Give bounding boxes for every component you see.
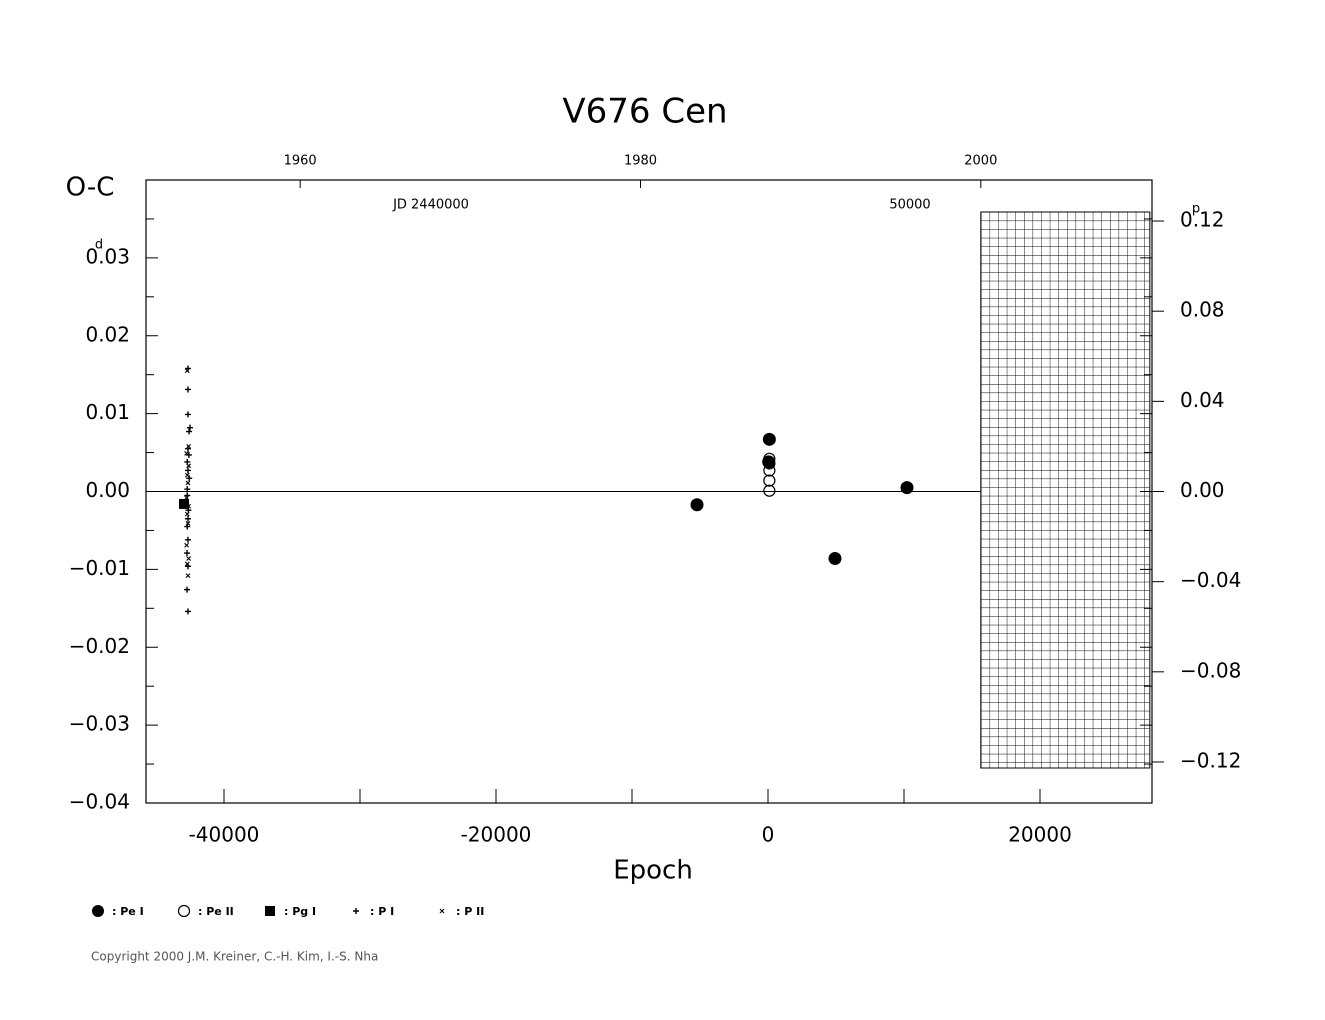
y-tick-label: 0.02	[85, 322, 130, 346]
top-tick-label: 1980	[624, 154, 657, 169]
point	[186, 556, 192, 561]
point	[186, 503, 192, 509]
point	[184, 608, 191, 615]
point	[186, 463, 192, 469]
top-tick-label: 2000	[964, 154, 997, 169]
point	[690, 498, 704, 512]
y-tick-label: −0.04	[69, 790, 130, 814]
legend-label: : P I	[370, 905, 394, 918]
y-tick-label: −0.03	[69, 712, 130, 736]
legend-label: : Pg I	[284, 905, 316, 918]
point	[184, 472, 190, 478]
y-tick-label: −0.02	[69, 634, 130, 658]
point	[184, 542, 189, 548]
jd-label: 50000	[889, 198, 930, 213]
point	[184, 386, 191, 393]
point	[900, 481, 914, 495]
point	[184, 511, 190, 517]
point	[184, 515, 191, 522]
y-tick-label: 0.01	[85, 400, 130, 424]
y2-tick-label: 0.08	[1180, 298, 1225, 322]
point	[184, 486, 191, 493]
x-tick-label: 0	[762, 823, 775, 847]
jd-label: JD 2440000	[392, 198, 469, 213]
x-tick-label: -40000	[189, 823, 260, 847]
y-axis-label: O-C	[66, 173, 115, 203]
point	[185, 573, 191, 578]
point	[184, 586, 191, 593]
point	[186, 443, 192, 449]
point	[186, 428, 193, 435]
point	[184, 368, 190, 374]
legend-label: : P II	[456, 905, 484, 918]
point	[186, 475, 193, 482]
point	[763, 452, 776, 465]
top-tick-label: 1960	[284, 154, 317, 169]
chart-title: V676 Cen	[562, 92, 727, 132]
y2-tick-label: −0.08	[1180, 658, 1241, 682]
y2-tick-label: 0.00	[1180, 478, 1225, 502]
legend-label: : Pe II	[198, 905, 234, 918]
point	[186, 424, 193, 431]
point	[185, 507, 192, 514]
point	[763, 484, 776, 497]
point	[762, 432, 776, 446]
point	[763, 474, 776, 487]
legend-marker	[353, 908, 359, 914]
y2-tick-label: 0.04	[1180, 388, 1225, 412]
point	[763, 464, 776, 477]
point	[828, 551, 842, 565]
x-axis-label: Epoch	[613, 856, 693, 886]
y2-tick-label: 0.12	[1180, 208, 1225, 232]
point	[179, 498, 190, 509]
copyright: Copyright 2000 J.M. Kreiner, C.-H. Kim, …	[91, 950, 378, 964]
y2-tick-label: −0.12	[1180, 748, 1241, 772]
legend-marker	[177, 904, 191, 918]
point	[184, 450, 189, 456]
point	[185, 480, 191, 486]
y-tick-label: 0.03	[85, 244, 130, 268]
x-tick-label: -20000	[461, 823, 532, 847]
legend-label: : Pe I	[112, 905, 144, 918]
y2-unit: p	[1192, 202, 1200, 217]
point	[184, 550, 191, 557]
point	[763, 457, 776, 470]
point	[184, 467, 191, 474]
y2-tick-label: −0.04	[1180, 568, 1241, 592]
point	[184, 495, 189, 501]
x-tick-label: 20000	[1008, 823, 1072, 847]
legend-marker	[92, 905, 104, 917]
point	[184, 536, 191, 543]
point	[185, 521, 191, 526]
point	[184, 411, 191, 418]
legend-marker	[439, 908, 445, 914]
point	[184, 561, 190, 567]
legend-marker	[265, 906, 275, 916]
future-hatch	[980, 211, 1151, 769]
y-tick-label: 0.00	[85, 478, 130, 502]
y-tick-label: −0.01	[69, 556, 130, 580]
y-unit: d	[95, 238, 103, 253]
